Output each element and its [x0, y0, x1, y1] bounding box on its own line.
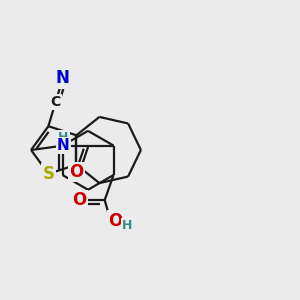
Text: S: S [42, 165, 54, 183]
Text: O: O [70, 163, 84, 181]
Text: N: N [57, 138, 70, 153]
Text: H: H [58, 131, 69, 144]
Text: H: H [122, 219, 132, 232]
Text: C: C [50, 95, 61, 109]
Text: O: O [73, 191, 87, 209]
Text: N: N [56, 69, 70, 87]
Text: O: O [108, 212, 122, 230]
